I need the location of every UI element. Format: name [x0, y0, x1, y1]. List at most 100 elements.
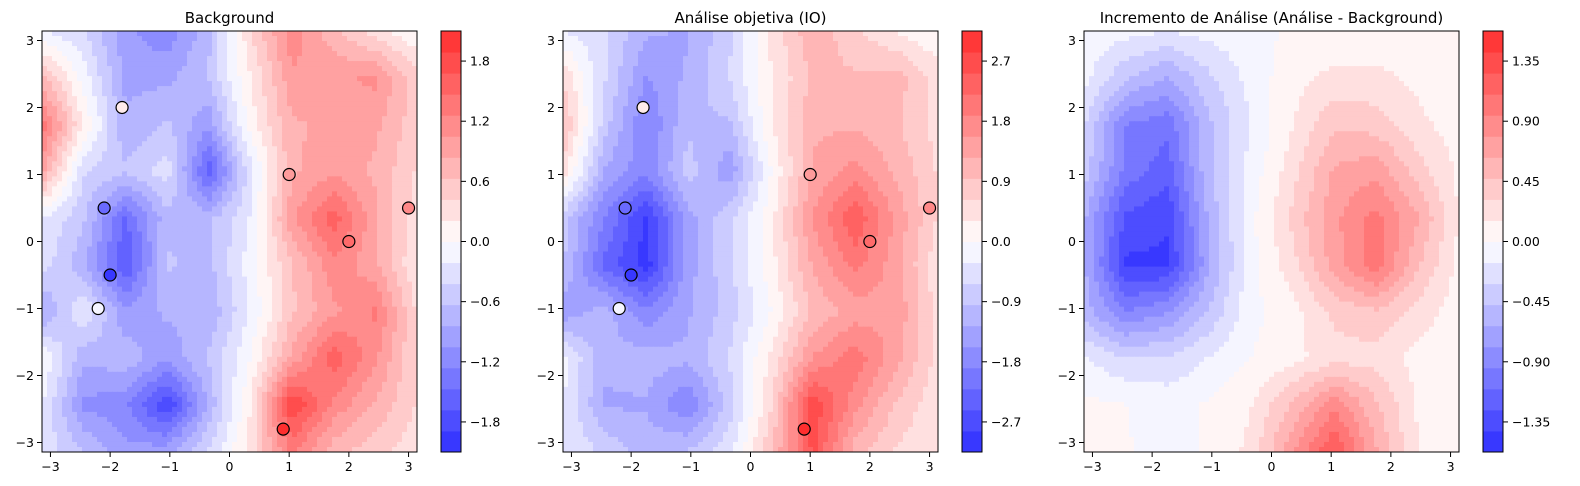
contour-cell [187, 86, 193, 92]
contour-cell [377, 316, 383, 323]
contour-cell [187, 186, 193, 192]
contour-cell [377, 146, 383, 152]
contour-cell [77, 291, 83, 298]
contour-cell [407, 116, 413, 122]
contour-cell [402, 301, 408, 308]
contour-cell [217, 361, 223, 368]
contour-cell [382, 136, 388, 142]
contour-cell [192, 121, 198, 127]
contour-cell [297, 206, 303, 213]
contour-cell [272, 236, 278, 243]
contour-cell [117, 141, 123, 147]
contour-cell [52, 41, 58, 47]
contour-cell [147, 86, 153, 92]
contour-cell [347, 266, 353, 273]
contour-cell [152, 201, 158, 208]
contour-cell [197, 96, 203, 102]
contour-cell [267, 121, 273, 127]
contour-cell [257, 271, 263, 278]
contour-cell [112, 221, 118, 228]
contour-cell [252, 316, 258, 323]
contour-cell [327, 251, 333, 258]
contour-cell [272, 156, 278, 162]
contour-cell [77, 306, 83, 313]
contour-cell [172, 96, 178, 102]
contour-cell [332, 91, 338, 97]
contour-cell [272, 321, 278, 328]
contour-cell [217, 41, 223, 47]
contour-cell [322, 66, 328, 72]
contour-cell [127, 346, 133, 353]
contour-cell [367, 41, 373, 47]
contour-cell [272, 96, 278, 102]
contour-cell [57, 286, 63, 293]
contour-cell [212, 81, 218, 87]
contour-cell [337, 261, 343, 268]
contour-cell [162, 51, 168, 57]
contour-cell [77, 216, 83, 223]
contour-cell [412, 271, 417, 278]
contour-cell [97, 51, 103, 57]
contour-cell [297, 226, 303, 233]
contour-cell [362, 171, 368, 177]
contour-cell [202, 286, 208, 293]
contour-cell [67, 281, 73, 288]
contour-cell [327, 261, 333, 268]
contour-cell [302, 221, 308, 228]
contour-cell [57, 171, 63, 177]
contour-cell [132, 361, 138, 368]
contour-cell [127, 246, 133, 253]
contour-cell [237, 301, 243, 308]
contour-cell [332, 56, 338, 62]
contour-cell [257, 361, 263, 368]
contour-cell [77, 156, 83, 162]
contour-cell [357, 131, 363, 137]
contour-cell [72, 241, 78, 248]
contour-cell [187, 176, 193, 182]
contour-cell [102, 131, 108, 137]
contour-cell [347, 276, 353, 283]
contour-cell [102, 241, 108, 248]
contour-cell [122, 296, 128, 303]
contour-cell [167, 336, 173, 343]
contour-cell [177, 76, 183, 82]
contour-cell [117, 166, 123, 172]
contour-cell [322, 321, 328, 328]
contour-cell [297, 66, 303, 72]
contour-cell [57, 301, 63, 308]
contour-cell [327, 266, 333, 273]
contour-cell [202, 211, 208, 218]
contour-cell [217, 141, 223, 147]
contour-cell [322, 261, 328, 268]
contour-cell [147, 341, 153, 348]
contour-cell [397, 331, 403, 338]
contour-cell [297, 161, 303, 167]
contour-cell [177, 106, 183, 112]
contour-cell [52, 271, 58, 278]
contour-cell [142, 331, 148, 338]
contour-cell [42, 166, 48, 172]
contour-cell [97, 346, 103, 353]
contour-cell [287, 111, 293, 117]
contour-cell [392, 276, 398, 283]
contour-cell [387, 341, 393, 348]
contour-cell [362, 321, 368, 328]
contour-cell [257, 101, 263, 107]
contour-cell [232, 41, 238, 47]
contour-cell [87, 181, 93, 187]
contour-cell [152, 226, 158, 233]
contour-cell [267, 246, 273, 253]
contour-cell [387, 186, 393, 192]
contour-cell [212, 231, 218, 238]
contour-cell [62, 151, 68, 157]
contour-cell [152, 86, 158, 92]
contour-cell [87, 206, 93, 213]
contour-cell [67, 271, 73, 278]
contour-cell [322, 141, 328, 147]
contour-cell [262, 341, 268, 348]
contour-cell [317, 41, 323, 47]
contour-cell [377, 326, 383, 333]
contour-cell [372, 266, 378, 273]
contour-cell [102, 216, 108, 223]
contour-cell [342, 81, 348, 87]
